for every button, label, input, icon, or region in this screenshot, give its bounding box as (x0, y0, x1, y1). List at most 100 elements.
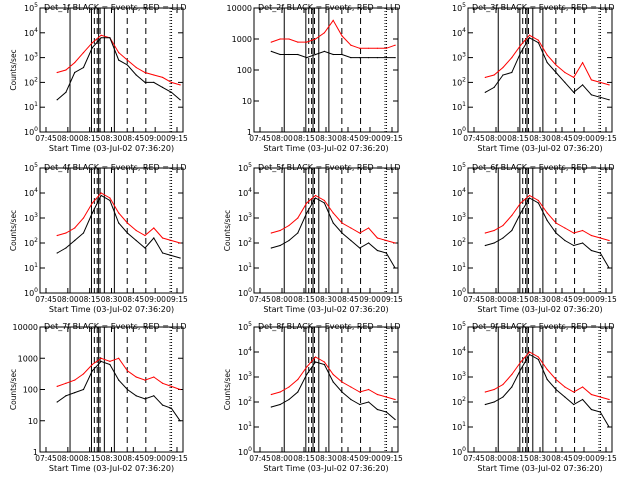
events-series-point (135, 395, 137, 397)
events-series-point (537, 42, 539, 44)
events-series-point (493, 242, 495, 244)
events-series-point (332, 53, 334, 56)
y-tick-label: 104 (24, 27, 38, 38)
x-tick-label: 09:15 (381, 134, 403, 143)
plot-frame (253, 167, 399, 294)
lld-series-point (599, 396, 601, 398)
events-series-point (502, 396, 504, 398)
events-series-point (599, 252, 601, 254)
lld-series-point (306, 41, 308, 43)
events-series-point (332, 222, 334, 224)
lld-series-point (590, 234, 593, 237)
events-series-point (537, 358, 539, 361)
lld-series-point (537, 39, 539, 41)
y-tick-label: 101 (452, 262, 466, 273)
x-axis-label: Start Time (03-Jul-02 07:36:20) (49, 464, 174, 473)
y-tick-label: 102 (24, 76, 38, 87)
y-tick-label: 100 (237, 66, 252, 75)
x-tick-label: 09:00 (359, 295, 381, 304)
events-series-point (100, 37, 102, 39)
lld-series-point (109, 360, 111, 362)
lld-series-point (126, 370, 129, 372)
x-tick-label: 08:00 (485, 134, 507, 143)
events-series (485, 37, 610, 101)
lld-series-point (493, 74, 495, 76)
y-tick-label: 105 (238, 162, 252, 173)
lld-series-point (126, 222, 129, 224)
events-series (485, 197, 610, 269)
lld-series-point (332, 19, 334, 21)
events-series-point (564, 396, 566, 398)
events-series-point (573, 403, 575, 406)
lld-series-point (179, 242, 181, 244)
events-series-point (74, 71, 76, 74)
lld-series (57, 192, 181, 244)
lld-series-point (65, 232, 67, 234)
lld-series-point (484, 391, 486, 393)
lld-series-point (270, 41, 272, 43)
plot-frame (39, 326, 184, 453)
y-axis-label: Counts/sec (9, 210, 18, 251)
lld-series-point (74, 379, 76, 381)
lld-series-point (581, 61, 584, 64)
events-series-point (359, 403, 361, 406)
lld-series-point (367, 227, 370, 229)
events-series-point (484, 403, 486, 406)
x-axis-label: Start Time (03-Jul-02 07:36:20) (477, 305, 602, 314)
y-tick-label: 103 (452, 212, 466, 223)
events-series-point (118, 379, 120, 381)
lld-series-point (270, 232, 272, 234)
y-tick-label: 105 (238, 321, 252, 332)
events-series-point (270, 50, 272, 53)
lld-series-point (323, 361, 325, 363)
y-tick-label: 104 (452, 346, 466, 357)
events-series (485, 353, 610, 428)
x-axis-label: Start Time (03-Jul-02 07:36:20) (477, 144, 602, 153)
plot-frame (39, 167, 184, 294)
y-tick-label: 100 (238, 287, 252, 298)
events-series-point (555, 388, 557, 391)
lld-series-point (484, 76, 486, 79)
lld-series-point (493, 229, 495, 232)
x-tick-label: 08:30 (101, 454, 123, 463)
detector-panel-3: Det_3f BLACK = Events, RED = LLD10010110… (452, 2, 617, 153)
lld-series-point (502, 66, 504, 69)
y-tick-label: 101 (452, 421, 466, 432)
lld-series-point (376, 47, 379, 49)
x-tick-label: 07:45 (463, 295, 485, 304)
x-tick-label: 07:45 (35, 295, 57, 304)
lld-series-point (144, 71, 146, 74)
x-tick-label: 08:45 (551, 134, 573, 143)
lld-series-point (170, 385, 172, 387)
events-series-point (511, 71, 513, 74)
events-series-point (297, 232, 299, 234)
detector-panel-9: Det_9f BLACK = Events, RED = LLD10010110… (452, 321, 617, 473)
lld-series-point (153, 227, 155, 229)
events-series-point (555, 71, 557, 74)
events-series-point (590, 408, 593, 411)
events-series-point (581, 398, 584, 401)
lld-series-point (555, 378, 557, 381)
lld-series-point (590, 393, 593, 396)
y-tick-label: 102 (452, 76, 466, 87)
y-tick-label: 100 (24, 287, 38, 298)
events-series-point (376, 249, 379, 252)
lld-series-point (161, 237, 164, 239)
events-series-point (170, 254, 172, 257)
lld-series-point (144, 234, 146, 237)
events-series-point (484, 244, 486, 247)
y-tick-label: 102 (238, 237, 252, 248)
events-series-point (394, 57, 396, 59)
y-tick-label: 100 (238, 446, 252, 457)
x-tick-label: 07:45 (249, 295, 271, 304)
lld-series-point (546, 212, 548, 214)
x-axis-label: Start Time (03-Jul-02 07:36:20) (49, 305, 174, 314)
lld-series-point (297, 41, 299, 43)
lld-series (271, 19, 396, 49)
events-series-point (56, 252, 58, 254)
y-tick-label: 102 (24, 237, 38, 248)
events-series-point (546, 219, 548, 222)
events-series (56, 360, 181, 422)
x-tick-label: 08:00 (271, 134, 293, 143)
x-axis-label: Start Time (03-Jul-02 07:36:20) (477, 464, 602, 473)
